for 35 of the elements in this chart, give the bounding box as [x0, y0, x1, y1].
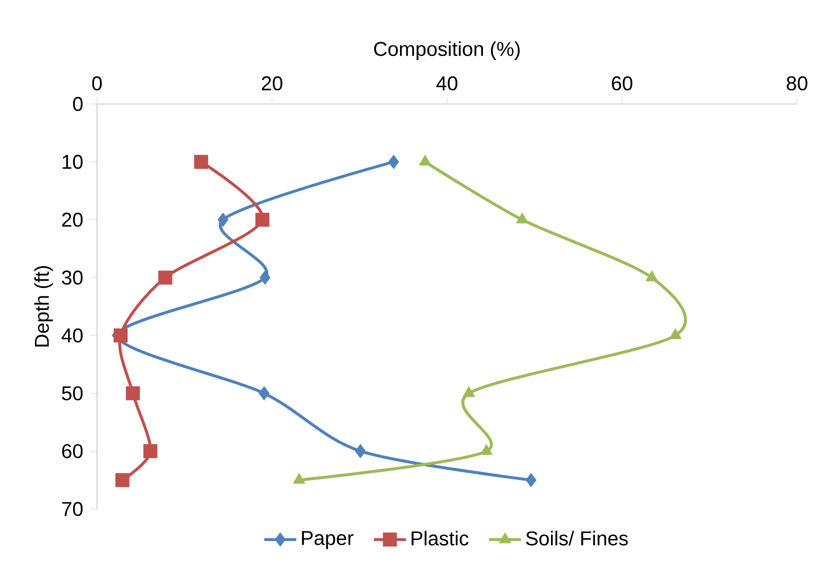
y-tick-label: 10 — [62, 154, 83, 169]
point — [388, 154, 399, 169]
point — [158, 270, 172, 285]
point — [669, 328, 682, 340]
x-tick-label: 0 — [92, 76, 102, 90]
x-tick-label: 20 — [262, 76, 282, 90]
y-axis-title: Depth (ft) — [34, 266, 53, 347]
point — [646, 270, 658, 282]
point — [258, 386, 270, 400]
y-tick-label: 0 — [73, 96, 83, 112]
legend-label: Soils/ Fines — [526, 530, 628, 546]
y-tick-label: 60 — [62, 444, 83, 458]
point — [218, 212, 228, 227]
point — [115, 473, 130, 488]
point — [419, 154, 432, 166]
x-tick-label: 80 — [786, 76, 808, 90]
legend-label: Paper — [302, 531, 354, 550]
point — [126, 386, 140, 400]
point — [516, 212, 528, 224]
point — [260, 270, 270, 285]
y-tick-label: 30 — [62, 270, 83, 285]
legend-label: Plastic — [412, 530, 468, 546]
point — [114, 328, 128, 342]
point — [143, 444, 158, 458]
point — [255, 212, 270, 227]
y-tick-label: 70 — [62, 502, 83, 516]
y-tick-label: 20 — [62, 212, 83, 227]
point — [526, 473, 536, 488]
y-tick-label: 40 — [62, 328, 83, 343]
x-axis-title: Composition (%) — [374, 41, 520, 60]
x-tick-label: 60 — [612, 76, 632, 90]
point — [355, 444, 366, 458]
x-tick-label: 40 — [436, 76, 458, 90]
point — [194, 154, 208, 169]
y-tick-label: 50 — [62, 386, 83, 400]
